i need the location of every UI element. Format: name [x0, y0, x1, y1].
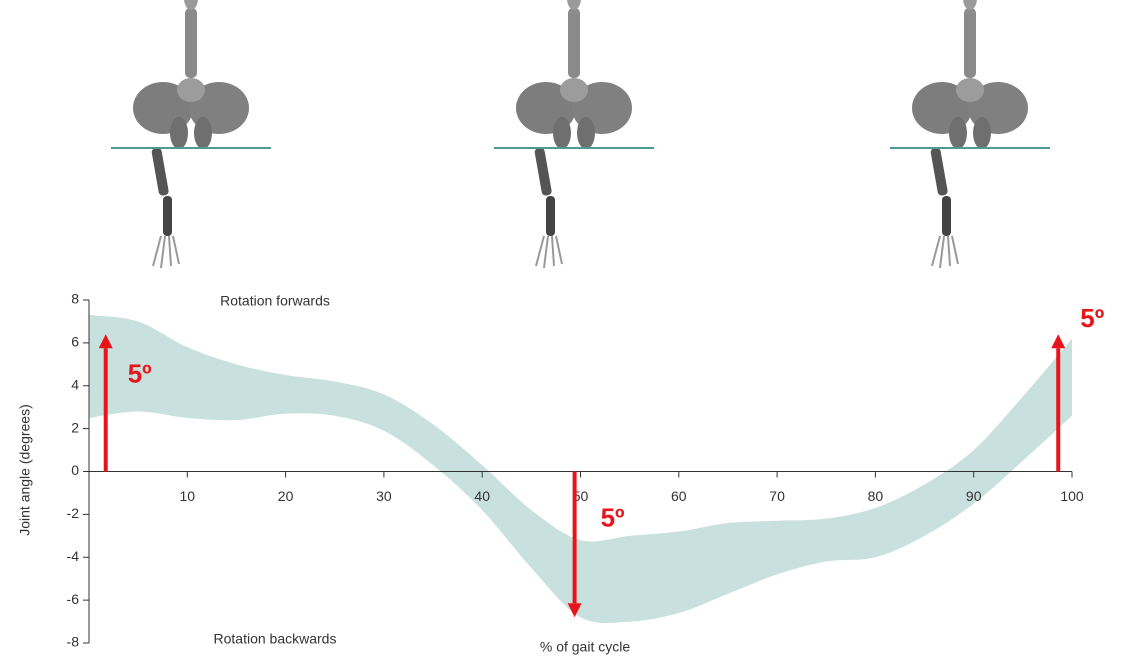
arrow-label: 5º [601, 502, 625, 532]
x-tick-label: 70 [769, 488, 785, 504]
x-tick-label: 10 [180, 488, 196, 504]
x-tick-label: 90 [966, 488, 982, 504]
y-tick-label: -8 [67, 634, 80, 650]
y-tick-label: -4 [67, 548, 80, 564]
y-tick-label: 0 [71, 462, 79, 478]
y-tick-label: -6 [67, 591, 80, 607]
range-band [89, 315, 1072, 623]
chart: Rotation forwards Rotation backwards % o… [0, 0, 1124, 660]
x-tick-label: 30 [376, 488, 392, 504]
y-tick-label: -2 [67, 505, 80, 521]
y-tick-label: 4 [71, 376, 79, 392]
illustration [111, 0, 1050, 268]
x-tick-label: 80 [868, 488, 884, 504]
y-tick-label: 8 [71, 291, 79, 307]
y-axis-title: Joint angle (degrees) [17, 404, 33, 536]
arrow-label: 5º [128, 358, 152, 388]
arrow-label: 5º [1080, 303, 1104, 333]
y-tick-label: 2 [71, 419, 79, 435]
x-axis-title: % of gait cycle [540, 639, 630, 655]
x-tick-label: 60 [671, 488, 687, 504]
arrow-head [1051, 334, 1065, 348]
bottom-label: Rotation backwards [214, 631, 337, 647]
x-tick-label: 100 [1060, 488, 1084, 504]
x-tick-label: 20 [278, 488, 294, 504]
x-tick-label: 40 [474, 488, 490, 504]
y-tick-label: 6 [71, 334, 79, 350]
top-label: Rotation forwards [220, 293, 330, 309]
